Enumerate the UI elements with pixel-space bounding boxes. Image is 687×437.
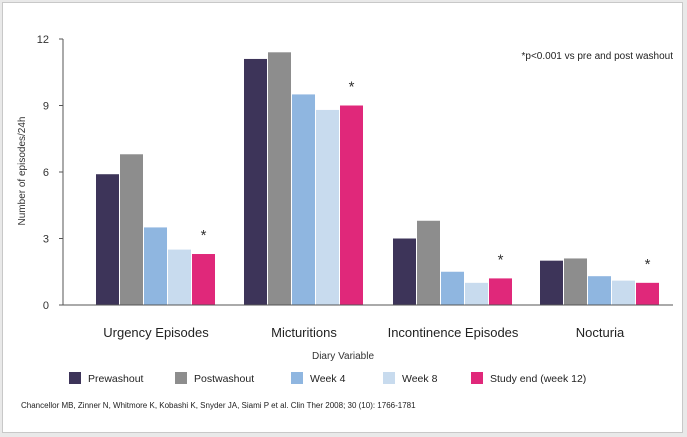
bar-prewashout bbox=[96, 174, 119, 305]
x-axis-title: Diary Variable bbox=[312, 351, 374, 362]
annotation-note: *p<0.001 vs pre and post washout bbox=[522, 51, 674, 62]
chart-frame: * * * * 0 3 6 9 12 Urgency Episodes Micturitions… bbox=[2, 2, 683, 433]
legend-label: Week 8 bbox=[402, 373, 438, 385]
significance-marker: * bbox=[498, 251, 504, 268]
significance-marker: * bbox=[645, 256, 651, 273]
bar-prewashout bbox=[244, 58, 267, 306]
bar-prewashout bbox=[540, 260, 563, 305]
bar-prewashout bbox=[393, 238, 416, 305]
bar-week-8 bbox=[465, 282, 488, 305]
bar-postwashout bbox=[564, 258, 587, 305]
legend-label: Week 4 bbox=[310, 373, 346, 385]
legend-swatch bbox=[291, 372, 303, 384]
y-tick-label: 0 bbox=[43, 300, 49, 312]
legend-label: Prewashout bbox=[88, 373, 144, 385]
citation: Chancellor MB, Zinner N, Whitmore K, Kob… bbox=[21, 401, 416, 410]
legend: Prewashout Postwashout Week 4 Week 8 Study e… bbox=[69, 372, 586, 385]
legend-swatch bbox=[383, 372, 395, 384]
bar-chart: * * * * 0 3 6 9 12 Urgency Episodes Micturitions… bbox=[17, 34, 674, 410]
legend-swatch bbox=[175, 372, 187, 384]
bar-week-8 bbox=[316, 109, 339, 305]
legend-label: Study end (week 12) bbox=[490, 373, 586, 385]
legend-label: Postwashout bbox=[194, 373, 254, 385]
significance-marker: * bbox=[349, 79, 355, 96]
bar-week-4 bbox=[441, 271, 464, 305]
bar-study-end-week-12- bbox=[192, 254, 215, 305]
y-tick-label: 12 bbox=[37, 34, 49, 46]
y-axis: 0 3 6 9 12 bbox=[37, 34, 64, 312]
bar-study-end-week-12- bbox=[636, 282, 659, 305]
bar-study-end-week-12- bbox=[340, 105, 363, 305]
bar-study-end-week-12- bbox=[489, 278, 512, 305]
bar-postwashout bbox=[268, 52, 291, 305]
legend-swatch bbox=[471, 372, 483, 384]
y-tick-label: 3 bbox=[43, 234, 49, 246]
bar-week-4 bbox=[144, 227, 167, 305]
bar-week-8 bbox=[612, 280, 635, 305]
bar-week-4 bbox=[292, 94, 315, 306]
significance-marker: * bbox=[201, 227, 207, 244]
category-label: Incontinence Episodes bbox=[388, 325, 519, 340]
y-axis-title: Number of episodes/24h bbox=[17, 117, 28, 226]
y-tick-label: 6 bbox=[43, 167, 49, 179]
x-axis: Urgency Episodes Micturitions Incontinence… bbox=[63, 304, 673, 340]
category-label: Nocturia bbox=[576, 325, 625, 340]
bar-postwashout bbox=[120, 154, 143, 305]
legend-swatch bbox=[69, 372, 81, 384]
bar-postwashout bbox=[417, 220, 440, 305]
y-tick-label: 9 bbox=[43, 101, 49, 113]
bar-week-8 bbox=[168, 249, 191, 305]
plot-area: * * * * bbox=[96, 52, 659, 306]
bar-week-4 bbox=[588, 276, 611, 305]
category-label: Urgency Episodes bbox=[103, 325, 209, 340]
category-label: Micturitions bbox=[271, 325, 337, 340]
